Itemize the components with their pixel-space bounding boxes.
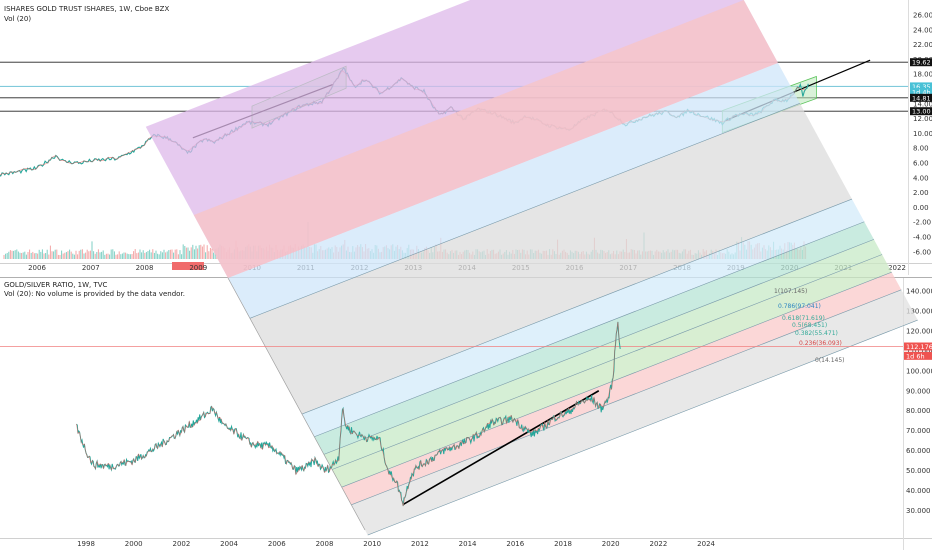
bottom-price-tag-box <box>904 342 932 351</box>
top-price-tag-label: 16.35 <box>912 83 931 91</box>
bottom-y-tick-label: 60.000 <box>906 447 931 455</box>
top-y-tick-label: 8.00 <box>913 145 929 153</box>
bottom-price-tag-box <box>904 351 932 360</box>
top-y-tick-label: -6.00 <box>913 248 931 256</box>
top-y-tick-label: 4.00 <box>913 174 929 182</box>
bottom-x-tick-label: 2002 <box>172 540 190 548</box>
bottom-x-tick-label: 2006 <box>268 540 286 548</box>
bottom-x-tick-label: 2010 <box>363 540 381 548</box>
fib-channel-line <box>332 254 883 470</box>
top-x-tick-label: 2022 <box>888 264 906 272</box>
bottom-y-tick-label: 80.000 <box>906 407 931 415</box>
top-price-tag-box <box>910 82 932 91</box>
top-chart-subtitle: Vol (20) <box>4 15 31 23</box>
bottom-x-tick-label: 1998 <box>77 540 95 548</box>
fib-level-label: 0.786(97.041) <box>778 303 821 310</box>
fib-channel-band <box>314 221 874 455</box>
top-price-tag-label: 1d 4h <box>912 88 931 96</box>
top-y-tick-label: -2.00 <box>913 219 931 227</box>
top-y-tick-label: 26.00 <box>913 12 932 20</box>
top-x-tick-label: 2007 <box>82 264 100 272</box>
top-price-tag-label: 14.81 <box>912 94 931 102</box>
fib-channel-line <box>301 198 853 415</box>
top-y-tick-label: 6.00 <box>913 160 929 168</box>
top-chart-title: ISHARES GOLD TRUST ISHARES, 1W, Cboe BZX <box>4 5 169 13</box>
top-y-tick-label: 22.00 <box>913 41 932 49</box>
bottom-x-tick-label: 2018 <box>554 540 572 548</box>
top-y-tick-label: 24.00 <box>913 26 932 34</box>
top-price-tag-box <box>910 107 932 116</box>
fib-channel-band <box>332 254 892 488</box>
fib-level-label: 0.5(68.451) <box>792 322 827 329</box>
fib-channel-band <box>249 103 852 415</box>
fib-level-label: 0.382(55.471) <box>795 330 838 337</box>
cursor-date-tag <box>172 262 204 270</box>
fib-channel-line <box>249 103 801 319</box>
bottom-x-tick-label: 2016 <box>506 540 524 548</box>
top-x-tick-label: 2009 <box>189 264 207 272</box>
top-y-tick-label: 12.00 <box>913 115 932 123</box>
fib-channel-line <box>367 319 918 536</box>
top-y-tick-label: 0.00 <box>913 204 929 212</box>
bottom-x-tick-label: 2008 <box>316 540 334 548</box>
fib-channel-line <box>351 289 902 506</box>
fib-level-label: 0.618(71.619) <box>782 315 825 322</box>
bottom-y-tick-label: 30.000 <box>906 507 931 515</box>
top-x-tick-label: 2006 <box>28 264 46 272</box>
bottom-x-tick-label: 2024 <box>697 540 715 548</box>
top-price-tag-box <box>910 87 932 96</box>
bottom-x-tick-label: 2022 <box>649 540 667 548</box>
fib-channel-band <box>323 239 883 470</box>
top-price-tag-box <box>910 93 932 102</box>
fib-channel-band <box>351 289 918 535</box>
bottom-y-tick-label: 70.000 <box>906 427 931 435</box>
bottom-x-tick-label: 2012 <box>411 540 429 548</box>
fib-level-label: 1(107.145) <box>774 288 807 295</box>
top-price-tag-label: 13.00 <box>912 108 931 116</box>
bottom-y-tick-label: 40.000 <box>906 487 931 495</box>
fib-level-label: 0.236(36.093) <box>799 340 842 347</box>
bottom-x-tick-label: 2020 <box>602 540 620 548</box>
top-price-tag-label: 19.62 <box>912 59 931 67</box>
bottom-y-tick-label: 110.000 <box>906 347 932 355</box>
fib-channel-band <box>193 0 779 278</box>
bottom-trend-line <box>402 390 600 506</box>
fib-channel-band <box>302 199 865 437</box>
top-y-tick-label: 2.00 <box>913 189 929 197</box>
bottom-chart-subtitle: Vol (20): No volume is provided by the d… <box>4 290 185 298</box>
bottom-y-tick-label: 120.000 <box>906 327 932 335</box>
bottom-price-tag-label: 112.176 <box>906 343 932 351</box>
bottom-x-tick-label: 2014 <box>459 540 477 548</box>
fib-channel-line <box>341 271 892 488</box>
top-y-tick-label: -4.00 <box>913 234 931 242</box>
bottom-y-tick-label: 50.000 <box>906 467 931 475</box>
top-x-tick-label: 2008 <box>136 264 154 272</box>
fib-level-label: 0(14.145) <box>815 357 845 364</box>
bottom-price-series-overlay <box>76 321 620 507</box>
fib-channel-edge <box>227 277 366 531</box>
fib-channel-line <box>314 221 865 438</box>
bottom-chart-title: GOLD/SILVER RATIO, 1W, TVC <box>4 281 108 289</box>
bottom-x-tick-label: 2000 <box>125 540 143 548</box>
bottom-x-tick-label: 2004 <box>220 540 238 548</box>
top-price-tag-box <box>910 58 932 67</box>
top-y-tick-label: 10.00 <box>913 130 932 138</box>
top-y-tick-label: 14.00 <box>913 100 932 108</box>
fib-channel-band <box>228 63 800 319</box>
bottom-price-tag-label: 1d 6h <box>906 352 925 360</box>
bottom-y-tick-label: 100.000 <box>906 367 932 375</box>
top-y-tick-label: 18.00 <box>913 71 932 79</box>
bottom-y-tick-label: 130.000 <box>906 307 932 315</box>
bottom-y-tick-label: 140.000 <box>906 288 932 296</box>
bottom-y-tick-label: 90.000 <box>906 387 931 395</box>
fib-channel-band <box>341 272 902 505</box>
